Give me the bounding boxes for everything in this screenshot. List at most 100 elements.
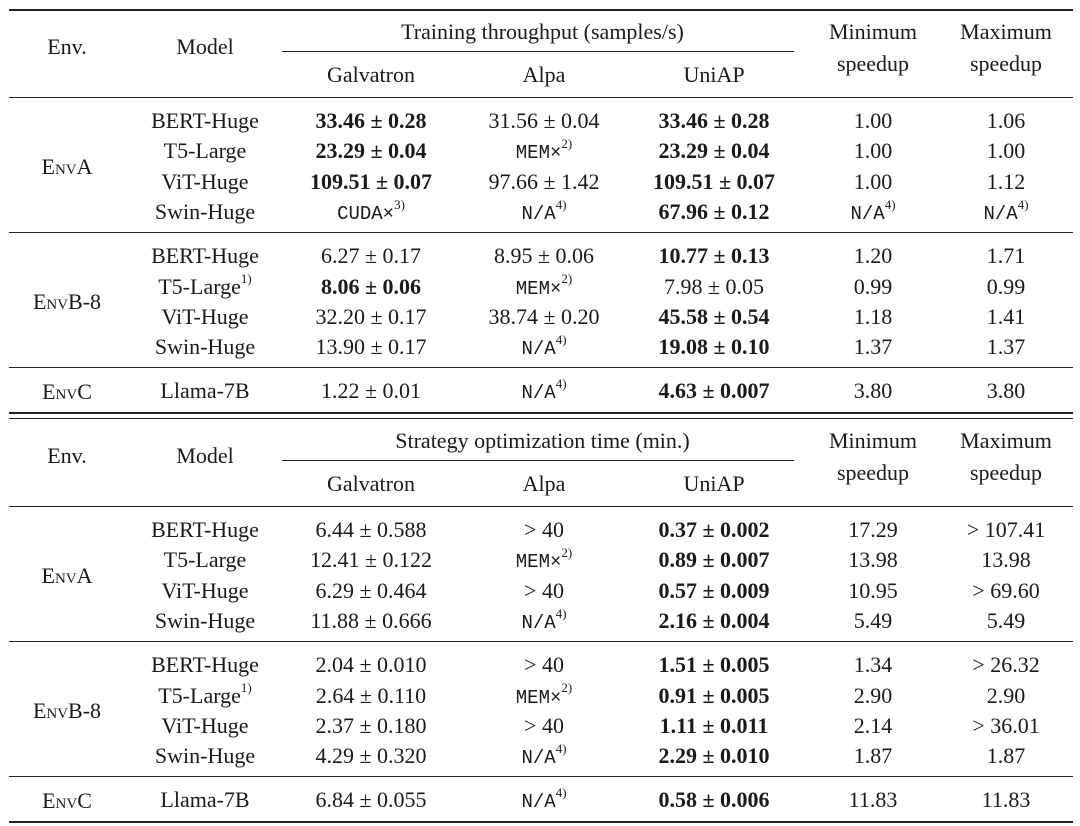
double-rule-upper bbox=[9, 413, 1073, 414]
max-speedup-cell-text: > 26.32 bbox=[972, 652, 1040, 678]
min-speedup-cell-text: 2.90 bbox=[853, 682, 893, 708]
galvatron-cell-text: 33.46 ± 0.28 bbox=[315, 108, 427, 133]
group-rule bbox=[9, 641, 1073, 643]
model-cell: T5-Large1) bbox=[158, 681, 252, 711]
max-speedup-cell: 2.90 bbox=[987, 681, 1026, 711]
uniap-cell-text: 10.77 ± 0.13 bbox=[658, 243, 770, 269]
env-label-text: EnvC bbox=[42, 378, 92, 404]
model-cell: Swin-Huge bbox=[155, 332, 255, 362]
max-speedup-cell: N/A4) bbox=[983, 197, 1028, 229]
max-speedup-cell: > 107.41 bbox=[967, 515, 1045, 545]
header-uniap: UniAP bbox=[683, 469, 744, 499]
uniap-cell-text: 33.46 ± 0.28 bbox=[658, 108, 770, 133]
header-min-line1-text: Minimum bbox=[828, 428, 918, 453]
model-cell-text: Swin-Huge bbox=[154, 334, 256, 360]
header-min-line2: speedup bbox=[837, 49, 909, 79]
alpa-cell-text: > 40 bbox=[524, 652, 564, 678]
galvatron-cell: 12.41 ± 0.122 bbox=[310, 545, 432, 575]
group-rule bbox=[9, 776, 1073, 778]
galvatron-cell: 13.90 ± 0.17 bbox=[315, 332, 426, 362]
header-model-text: Model bbox=[176, 34, 234, 59]
uniap-cell: 19.08 ± 0.10 bbox=[658, 332, 769, 362]
header-env-text: Env. bbox=[47, 34, 87, 59]
bottom-rule bbox=[9, 411, 1073, 414]
alpa-cell-text: 97.66 ± 1.42 bbox=[488, 168, 600, 194]
max-speedup-cell-text: 2.90 bbox=[986, 682, 1026, 708]
uniap-cell-text: 67.96 ± 0.12 bbox=[658, 198, 770, 224]
min-speedup-cell: 1.37 bbox=[854, 332, 893, 362]
model-cell: Llama-7B bbox=[160, 785, 249, 815]
min-speedup-cell-text: 2.14 bbox=[853, 712, 893, 738]
header-alpa: Alpa bbox=[523, 60, 566, 90]
max-speedup-cell-text: > 36.01 bbox=[972, 712, 1040, 738]
model-cell: BERT-Huge bbox=[151, 650, 259, 680]
env-label-text: EnvA bbox=[41, 153, 93, 179]
alpa-cell-text: 8.95 ± 0.06 bbox=[493, 243, 595, 269]
galvatron-cell-text: 6.84 ± 0.055 bbox=[315, 787, 427, 813]
uniap-cell: 0.89 ± 0.007 bbox=[658, 545, 769, 575]
header-metric-text: Training throughput (samples/s) bbox=[401, 19, 684, 44]
header-alpa-text: Alpa bbox=[522, 471, 566, 496]
galvatron-cell-text: 2.64 ± 0.110 bbox=[315, 682, 427, 708]
min-speedup-cell: 1.18 bbox=[854, 302, 893, 332]
max-speedup-cell: 1.06 bbox=[987, 106, 1026, 136]
max-speedup-cell-footnote: 4) bbox=[1017, 196, 1029, 212]
alpa-cell-text: N/A bbox=[521, 202, 556, 225]
max-speedup-cell: > 69.60 bbox=[972, 576, 1039, 606]
min-speedup-cell-text: 11.83 bbox=[848, 787, 898, 813]
model-cell: ViT-Huge bbox=[161, 167, 248, 197]
uniap-cell: 2.16 ± 0.004 bbox=[658, 606, 769, 636]
header-max-line1: Maximum bbox=[960, 426, 1052, 456]
header-rule bbox=[9, 97, 1073, 98]
uniap-cell-text: 23.29 ± 0.04 bbox=[658, 138, 770, 164]
env-label: EnvB-8 bbox=[33, 696, 101, 726]
max-speedup-cell-text: 1.06 bbox=[986, 108, 1026, 133]
uniap-cell: 23.29 ± 0.04 bbox=[658, 136, 769, 166]
model-cell-text: BERT-Huge bbox=[151, 243, 259, 269]
galvatron-cell: 1.22 ± 0.01 bbox=[321, 376, 421, 406]
model-cell: Llama-7B bbox=[160, 376, 249, 406]
uniap-cell-text: 4.63 ± 0.007 bbox=[658, 378, 770, 404]
min-speedup-cell: 1.34 bbox=[854, 650, 893, 680]
header-galvatron: Galvatron bbox=[327, 469, 415, 499]
alpa-cell-text: > 40 bbox=[524, 712, 564, 738]
model-cell: ViT-Huge bbox=[161, 576, 248, 606]
uniap-cell-text: 2.29 ± 0.010 bbox=[658, 743, 770, 769]
max-speedup-cell-text: 1.00 bbox=[986, 138, 1026, 164]
alpa-cell: > 40 bbox=[524, 515, 564, 545]
model-cell: Swin-Huge bbox=[155, 606, 255, 636]
alpa-cell-text: > 40 bbox=[524, 577, 564, 603]
uniap-cell: 2.29 ± 0.010 bbox=[658, 741, 769, 771]
header-alpa: Alpa bbox=[523, 469, 566, 499]
uniap-cell: 0.57 ± 0.009 bbox=[658, 576, 769, 606]
header-uniap: UniAP bbox=[683, 60, 744, 90]
min-speedup-cell-text: 0.99 bbox=[853, 273, 893, 299]
header-model: Model bbox=[176, 441, 233, 471]
alpa-cell: N/A4) bbox=[521, 332, 566, 364]
alpa-cell-footnote: 4) bbox=[555, 785, 567, 801]
alpa-cell: 8.95 ± 0.06 bbox=[494, 241, 594, 271]
model-cell-text: T5-Large bbox=[158, 273, 241, 299]
max-speedup-cell-text: N/A bbox=[983, 202, 1018, 225]
max-speedup-cell: 1.71 bbox=[987, 241, 1026, 271]
galvatron-cell: CUDA×3) bbox=[337, 197, 405, 229]
header-metric: Strategy optimization time (min.) bbox=[395, 426, 690, 456]
header-model: Model bbox=[176, 32, 233, 62]
alpa-cell: N/A4) bbox=[521, 741, 566, 773]
alpa-cell-text: N/A bbox=[521, 791, 556, 814]
galvatron-cell-text: 2.37 ± 0.180 bbox=[315, 712, 427, 738]
alpa-cell: > 40 bbox=[524, 576, 564, 606]
model-cell: BERT-Huge bbox=[151, 515, 259, 545]
min-speedup-cell-text: N/A bbox=[850, 202, 885, 225]
alpa-cell-text: > 40 bbox=[524, 517, 564, 542]
uniap-cell: 1.11 ± 0.011 bbox=[660, 711, 769, 741]
max-speedup-cell: 3.80 bbox=[987, 376, 1026, 406]
max-speedup-cell-text: 1.71 bbox=[986, 243, 1026, 269]
galvatron-cell: 33.46 ± 0.28 bbox=[315, 106, 426, 136]
min-speedup-cell: 0.99 bbox=[854, 272, 893, 302]
uniap-cell: 0.37 ± 0.002 bbox=[658, 515, 769, 545]
max-speedup-cell: 5.49 bbox=[987, 606, 1026, 636]
alpa-cell-text: N/A bbox=[521, 611, 556, 634]
uniap-cell-text: 19.08 ± 0.10 bbox=[658, 334, 770, 360]
model-cell-footnote: 1) bbox=[240, 271, 252, 287]
